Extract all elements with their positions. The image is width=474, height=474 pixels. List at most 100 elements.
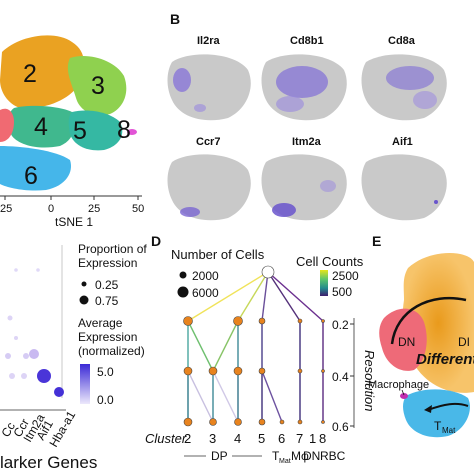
tree-cluster-label: 1 (309, 431, 316, 446)
size-legend-dot-large (79, 295, 89, 305)
color-legend-title-line1: Average (78, 316, 123, 330)
tree-node (209, 418, 217, 426)
label-tmat: T (434, 419, 442, 433)
size-legend-title-line1: Proportion of (78, 242, 147, 256)
tree-node (321, 369, 325, 373)
magenta-cell-cluster (400, 393, 408, 399)
panel-letter-e: E (372, 233, 381, 249)
tree-cluster-label: 6 (278, 431, 285, 446)
panel-letter-d: D (151, 233, 161, 249)
label-tmat-subscript: Mat (442, 426, 456, 435)
cluster-3-region (67, 56, 127, 116)
celltype-label-rbc: RBC (320, 449, 346, 463)
cluster-label-5: 5 (73, 117, 87, 145)
cells-legend-dot-large (177, 286, 189, 298)
label-differentiation: Differentia (416, 351, 474, 368)
color-legend-bar (80, 364, 90, 404)
tree-node (297, 318, 303, 324)
dotplot-dot (21, 373, 27, 379)
red-cell-cloud (379, 308, 427, 371)
dotplot-dot (23, 353, 29, 359)
resolution-tick-label: 0.2 (332, 318, 349, 332)
macrophage-pointer (401, 389, 405, 396)
cells-legend-value-large: 6000 (192, 286, 219, 300)
tree-node (297, 419, 303, 425)
label-macrophage: Macrophage (368, 379, 429, 391)
dotplot-dot (36, 268, 40, 272)
cluster-6-region (0, 146, 71, 191)
x-tick-label: 25 (88, 203, 100, 215)
celltype-label-t: T (272, 449, 280, 463)
tree-cluster-label: 5 (258, 431, 265, 446)
gene-title-cd8a: Cd8a (388, 35, 416, 47)
tree-node (258, 418, 266, 426)
tree-node (234, 418, 242, 426)
trajectory-arrow-lower (427, 402, 469, 411)
feature-plot-cd8a (361, 54, 447, 121)
tree-node (279, 419, 285, 425)
panel-letter-b: B (170, 11, 180, 27)
celltype-label-dn: DN (303, 449, 320, 463)
x-axis-label: tSNE 1 (55, 215, 93, 229)
celltype-label-macrophage: Mφ (291, 449, 309, 463)
tree-cluster-label: 3 (209, 431, 216, 446)
panel-e-trajectory: E DN Differentia DI Macrophage T Mat (368, 233, 474, 438)
cluster-label-2: 2 (23, 60, 37, 88)
gene-title-cd8b1: Cd8b1 (290, 35, 324, 47)
counts-legend-value-low: 500 (332, 285, 352, 299)
dotplot-dot (37, 369, 51, 383)
tree-node (183, 316, 193, 326)
celltype-label-t-subscript: Mat (279, 458, 291, 465)
tree-edges (187, 271, 324, 423)
cluster-8-region (127, 129, 137, 135)
tree-node (233, 366, 243, 376)
label-dn-left: DN (398, 335, 415, 349)
dotplot-dot (29, 349, 39, 359)
tree-node (233, 316, 243, 326)
gene-title-ccr7: Ccr7 (196, 136, 220, 148)
panel-a-tsne: 2 3 4 5 8 6 25 0 25 50 tSNE 1 (0, 35, 144, 229)
tree-node (258, 317, 266, 325)
x-tick-label: 25 (0, 203, 12, 215)
tree-nodes (183, 265, 325, 427)
feature-plot-il2ra (167, 54, 251, 121)
gene-title-aif1: Aif1 (392, 136, 413, 148)
tree-node (183, 417, 193, 427)
counts-legend-bar (320, 270, 328, 296)
x-tick-label: 50 (132, 203, 144, 215)
dotplot-dot (14, 268, 18, 272)
tree-node (208, 366, 218, 376)
tree-cluster-label: 4 (234, 431, 241, 446)
cluster-4-region (7, 105, 75, 148)
tree-node (183, 366, 193, 376)
marker-genes-label: larker Genes (0, 453, 97, 472)
color-legend-value-high: 5.0 (97, 365, 114, 379)
panel-d-cluster-tree: D Number of Cells 2000 6000 Cell Counts … (145, 233, 377, 465)
arrowhead-icon (424, 405, 432, 413)
color-legend-title-line2: Expression (78, 330, 137, 344)
dotplot-dot (9, 373, 15, 379)
tree-node (321, 319, 325, 323)
dotplot-dot (54, 387, 64, 397)
size-legend-value-small: 0.25 (95, 278, 119, 292)
feature-plot-cd8b1 (261, 54, 347, 121)
panel-c-dotplot: Proportion of Expression 0.25 0.75 Avera… (0, 242, 147, 472)
size-legend-title-line2: Expression (78, 256, 137, 270)
feature-plot-ccr7 (167, 154, 251, 221)
cells-legend-dot-small (179, 271, 187, 279)
cluster-label-3: 3 (91, 72, 105, 100)
group-label-dp: DP (211, 449, 228, 463)
tree-node-root (261, 265, 275, 279)
trajectory-arrow (390, 296, 467, 345)
resolution-tick-label: 0.4 (332, 370, 349, 384)
dotplot-dot (5, 353, 11, 359)
cluster-label-6: 6 (24, 162, 38, 190)
feature-plot-itm2a (261, 154, 347, 221)
size-legend-dot-small (81, 281, 87, 287)
tree-cluster-label: 8 (319, 431, 326, 446)
size-legend-value-large: 0.75 (95, 294, 119, 308)
tree-cluster-label: 7 (296, 431, 303, 446)
color-legend-title-line3: (normalized) (78, 344, 145, 358)
counts-legend-value-high: 2500 (332, 269, 359, 283)
